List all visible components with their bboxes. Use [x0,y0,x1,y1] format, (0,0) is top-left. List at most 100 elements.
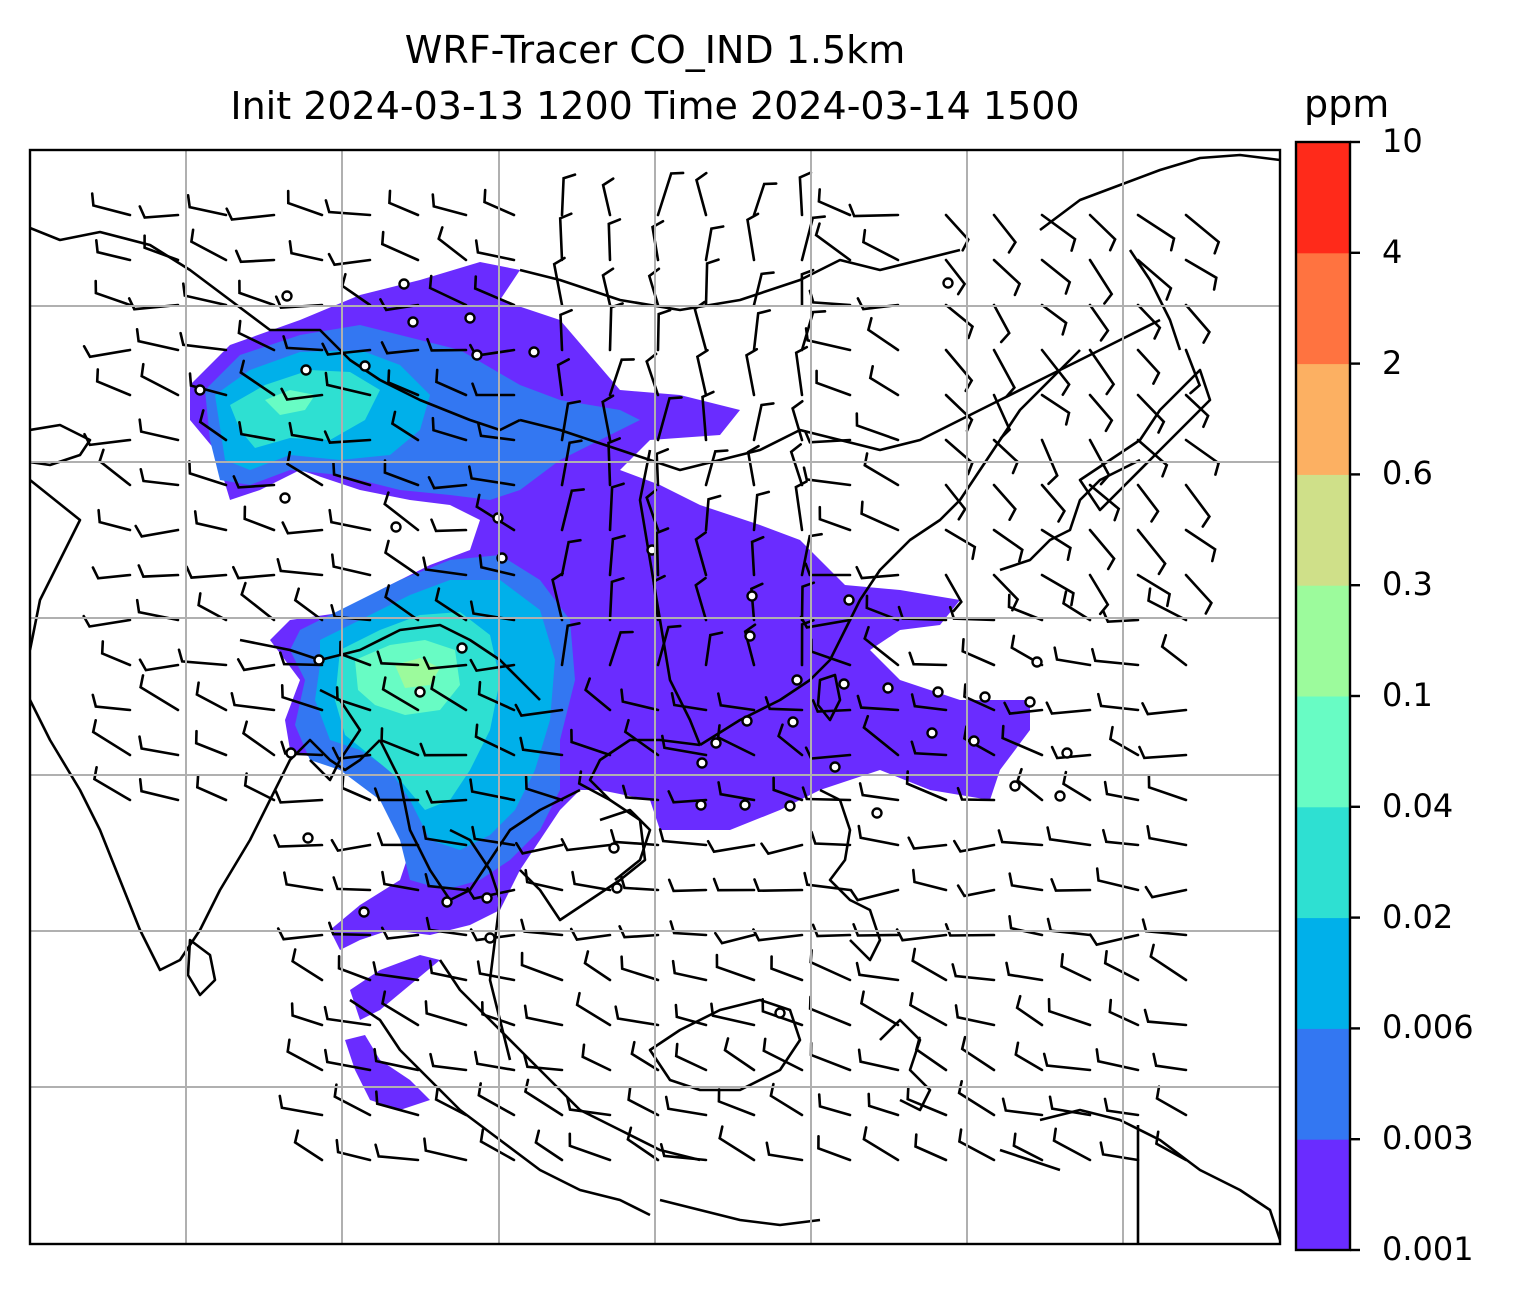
wind-barb [862,1126,900,1162]
wind-barb [857,824,900,847]
wind-barb [1088,303,1110,342]
calm-wind-marker [528,346,540,358]
wind-barb [856,297,900,311]
wind-barb [656,171,685,217]
wind-barb [818,505,852,532]
wind-barb [422,656,468,670]
wind-barb [135,328,180,352]
wind-barb [619,875,660,892]
wind-barb [139,674,180,712]
wind-barb [848,203,900,218]
wind-barb [337,955,372,982]
wind-barb [777,723,804,757]
coast-russia-east [1039,153,1280,232]
coast-vietnam [599,808,652,882]
wind-barb [811,923,852,938]
wind-barb [1008,915,1044,937]
wind-barb [560,622,581,667]
wind-barb [1040,348,1071,396]
wind-barb [704,225,725,262]
wind-barb [752,271,775,307]
wind-barb [380,230,420,262]
wind-barb [95,239,132,262]
wind-barb [1014,1041,1044,1072]
calm-wind-marker [456,642,468,654]
colorbar-segment [1296,806,1350,919]
wind-barb [425,916,468,937]
wind-barb [723,1037,756,1072]
calm-wind-marker [787,716,799,728]
wind-barb [802,466,852,487]
wind-barb [428,274,468,307]
wind-barb [800,532,823,577]
wind-barb [623,718,660,757]
wind-barb [523,1078,564,1117]
wind-barb [651,219,665,262]
wind-barb [230,692,276,712]
colorbar-segment [1296,474,1350,586]
colorbar-tick-label: 0.006 [1382,1008,1474,1047]
wind-barb [803,430,852,444]
wind-barb [808,289,852,307]
wind-barb [422,825,468,847]
wind-barb [568,1132,612,1162]
wind-barb [238,421,276,442]
wind-barb [957,1080,996,1117]
wind-barb [910,740,948,757]
wind-barb [469,928,516,942]
wind-barb [659,1143,708,1162]
wind-barb [956,786,996,802]
wind-barb [1050,878,1092,892]
calm-wind-markers [194,277,1073,1019]
wind-barb [232,475,276,489]
wind-barb [608,630,634,667]
wind-barb [718,1125,756,1162]
wind-barb [655,448,670,487]
wind-barb [1103,950,1140,982]
calm-wind-marker [1024,696,1036,708]
wind-barb [630,1040,660,1072]
wind-barb [234,249,276,264]
wind-barb [242,720,276,757]
wind-barb [194,729,228,757]
wind-barb [331,553,372,577]
wind-barb [1184,393,1210,429]
wind-barb [962,725,996,757]
wind-barb [656,624,682,667]
wind-barb [1040,438,1059,486]
wind-barb [764,696,804,712]
wind-barb [667,790,708,804]
wind-barb [82,345,132,359]
wind-barb [321,342,372,356]
wind-barb [381,870,420,892]
wind-barb [514,703,564,718]
wind-barb [849,888,900,902]
wind-barb [431,193,468,217]
wind-barb [375,1090,420,1117]
wind-barb [434,1086,468,1117]
wind-barb [1184,348,1202,395]
coast-sumatra [349,998,651,1217]
wind-barb [908,992,948,1027]
wind-barb [695,349,709,397]
wind-barb [809,949,852,982]
wind-barb [138,778,180,802]
wind-barb [914,1133,948,1162]
wind-barb [608,577,625,622]
wind-barb [752,928,804,942]
wind-barb [98,448,132,487]
map-frame [28,148,1282,1246]
map-title-line-1: WRF-Tracer CO_IND 1.5km [404,28,906,72]
wind-barb [789,443,804,487]
wind-barb [566,1096,612,1117]
wind-barb [1095,867,1140,892]
wind-barb [614,1005,660,1027]
calm-wind-marker [871,807,883,819]
wind-barb [750,582,764,622]
wind-barb [1136,258,1173,301]
wind-barb [1015,994,1044,1027]
wind-barb [674,1003,708,1027]
wind-barb [1040,393,1071,426]
wind-barb [290,1002,324,1027]
wind-barb [388,189,420,217]
